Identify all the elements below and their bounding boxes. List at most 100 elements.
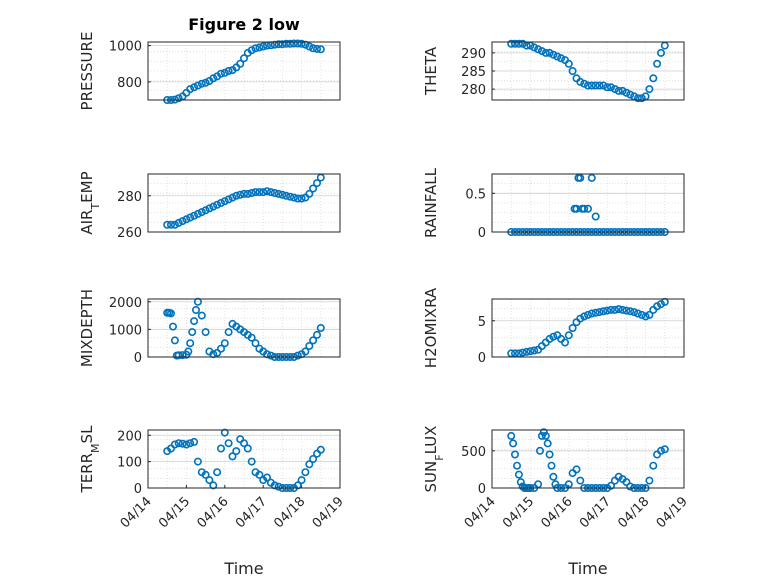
data-point — [213, 200, 222, 209]
data-point — [649, 74, 658, 83]
data-point — [293, 39, 302, 48]
data-point — [205, 476, 214, 485]
data-point — [576, 77, 585, 86]
data-point — [182, 440, 191, 449]
data-point — [220, 68, 229, 77]
y-tick-label: 290 — [461, 47, 486, 62]
data-point — [178, 217, 187, 226]
y-tick-label: 0 — [478, 351, 486, 366]
data-point — [530, 43, 539, 52]
data-point — [507, 431, 516, 440]
subplot-mixdepth: 0 1000 2000 MIXDEPTH — [78, 289, 341, 367]
data-point — [606, 83, 615, 92]
data-point — [526, 347, 535, 356]
data-point — [576, 314, 585, 323]
y-tick-label: 0.5 — [465, 187, 486, 202]
data-point — [576, 173, 585, 182]
data-point — [220, 339, 229, 348]
data-point — [510, 39, 519, 48]
data-point — [224, 195, 233, 204]
data-point — [645, 476, 654, 485]
data-point — [633, 309, 642, 318]
y-tick-label: 200 — [117, 429, 142, 444]
data-point — [186, 339, 195, 348]
data-point — [309, 44, 318, 53]
data-point — [282, 39, 291, 48]
data-point — [603, 306, 612, 315]
data-point — [580, 312, 589, 321]
data-point — [220, 197, 229, 206]
data-point — [240, 439, 249, 448]
data-point — [618, 305, 627, 314]
x-tick-label: 04/19 — [310, 494, 347, 531]
data-point — [217, 199, 226, 208]
data-point — [190, 437, 199, 446]
y-tick-label: 280 — [117, 190, 142, 205]
axes-box — [491, 41, 685, 101]
data-point — [626, 482, 635, 491]
data-point — [170, 336, 179, 345]
data-point — [289, 193, 298, 202]
data-point — [534, 45, 543, 54]
y-tick-label: 5 — [478, 315, 486, 330]
data-point — [641, 312, 650, 321]
data-point — [645, 85, 654, 94]
data-point — [209, 74, 218, 83]
data-point — [193, 209, 202, 218]
data-point — [583, 81, 592, 90]
data-point — [649, 461, 658, 470]
axes-box — [491, 173, 685, 233]
axes-box — [147, 429, 341, 489]
y-axis-label: AIRTEMP — [78, 171, 102, 234]
data-point — [286, 39, 295, 48]
data-point — [192, 305, 201, 314]
grid-lines — [148, 299, 340, 357]
data-point — [305, 42, 314, 51]
data-point — [178, 351, 187, 360]
data-point — [312, 179, 321, 188]
y-tick-label: 280 — [461, 83, 486, 98]
data-point — [289, 39, 298, 48]
data-point — [266, 188, 275, 197]
data-point — [224, 328, 233, 337]
data-point — [270, 481, 279, 490]
y-axis-label: PRESSURE — [78, 32, 96, 111]
data-point — [580, 204, 589, 213]
data-point — [255, 188, 264, 197]
data-point — [583, 310, 592, 319]
y-tick-label: 1000 — [109, 323, 142, 338]
data-point — [518, 39, 527, 48]
figure-title: Figure 2 low — [188, 15, 300, 34]
x-axis-label-left: Time — [223, 559, 263, 578]
data-point — [247, 189, 256, 198]
data-point — [316, 445, 325, 454]
data-point — [190, 83, 199, 92]
data-point — [163, 220, 172, 229]
data-point — [205, 204, 214, 213]
data-point — [568, 67, 577, 76]
data-point — [232, 191, 241, 200]
x-tick-label: 04/17 — [577, 494, 614, 531]
y-tick-label: 285 — [461, 65, 486, 80]
x-tick-label: 04/15 — [500, 494, 537, 531]
subplot-rainfall: 0 0.5 RAINFALL — [422, 167, 685, 241]
data-point — [201, 328, 210, 337]
axes-box — [491, 429, 685, 489]
data-point — [182, 215, 191, 224]
grid-lines — [492, 430, 684, 488]
data-point — [545, 450, 554, 459]
data-point — [537, 47, 546, 56]
data-point — [251, 339, 260, 348]
y-tick-label: 0 — [478, 226, 486, 241]
data-point — [312, 44, 321, 53]
data-point — [224, 439, 233, 448]
y-tick-label: 0 — [478, 482, 486, 497]
data-point — [297, 39, 306, 48]
data-point — [653, 302, 662, 311]
data-point — [259, 188, 268, 197]
data-point — [251, 188, 260, 197]
y-axis-label: MIXDEPTH — [78, 289, 96, 367]
data-point — [278, 40, 287, 49]
data-point — [247, 333, 256, 342]
